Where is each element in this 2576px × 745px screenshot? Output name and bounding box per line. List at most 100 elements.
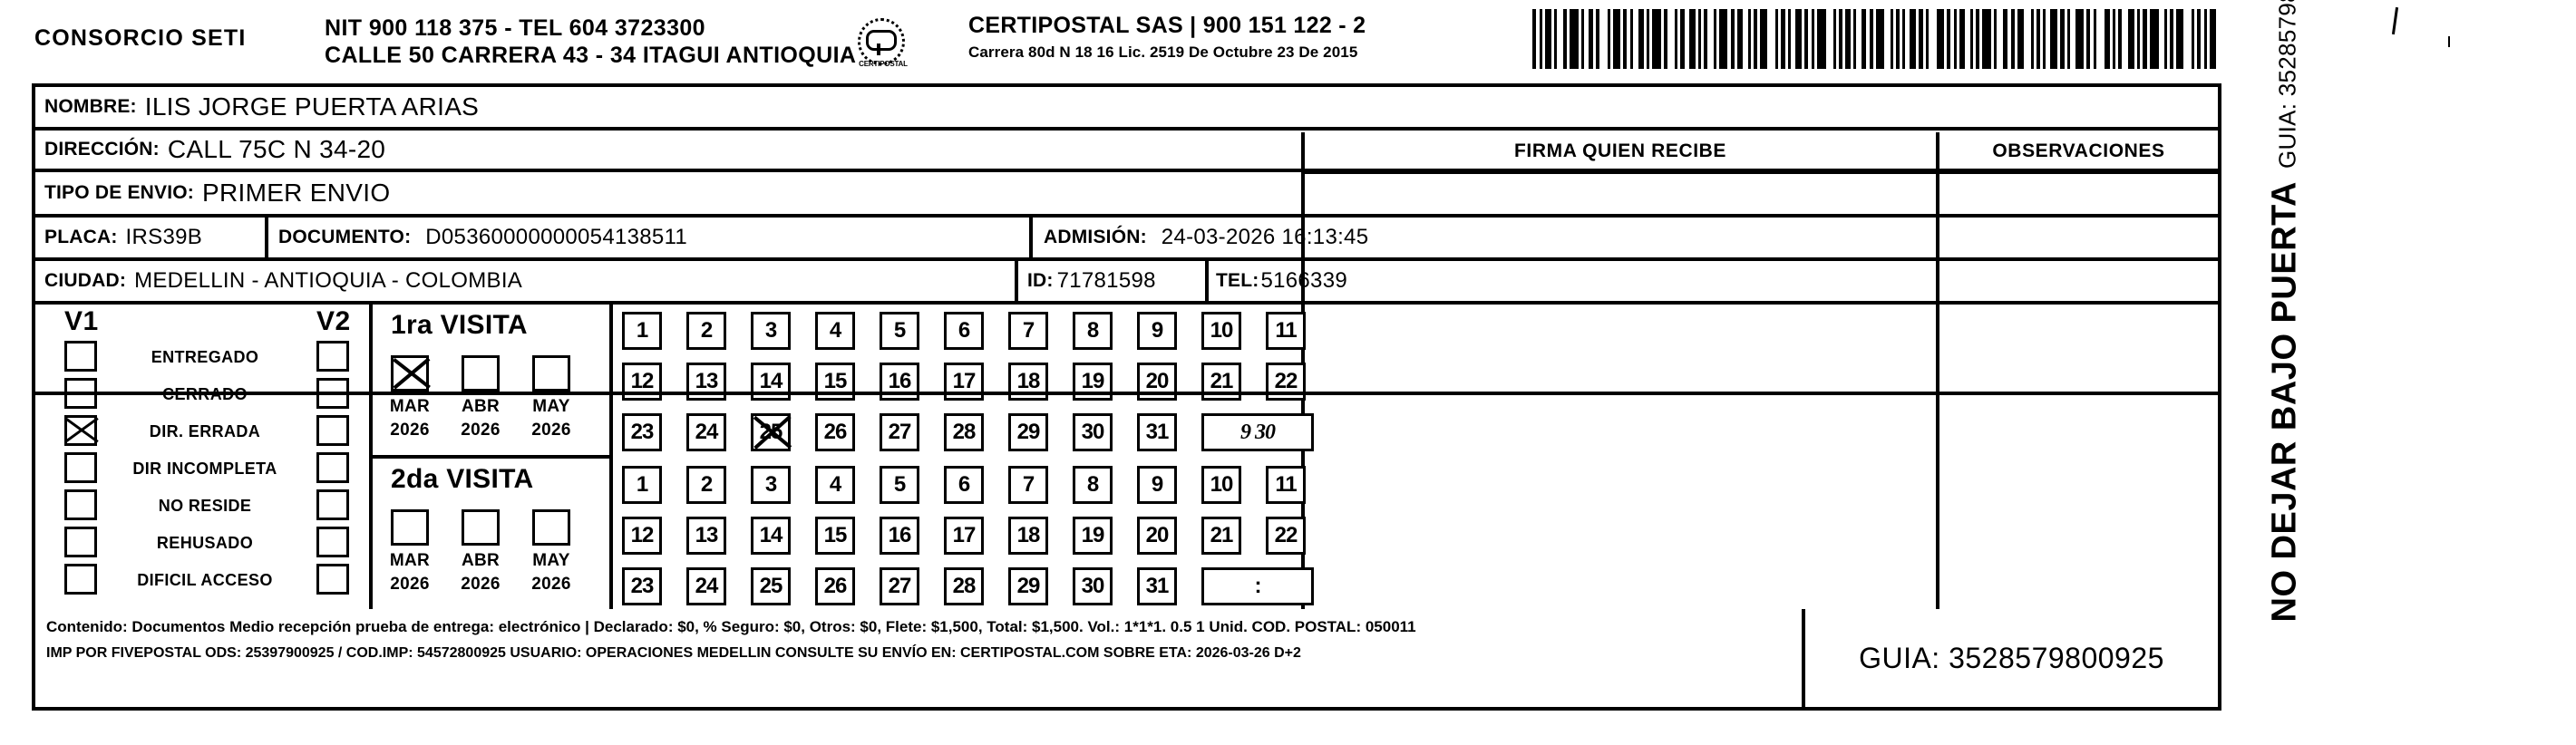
status-checkbox-v1[interactable] [64, 452, 97, 483]
month-checkbox[interactable] [532, 355, 570, 392]
status-checkbox-v1[interactable] [64, 341, 97, 372]
day-checkbox[interactable]: 6 [944, 466, 984, 504]
visit-time-value: : [1254, 574, 1262, 598]
day-checkbox[interactable]: 5 [880, 466, 919, 504]
certipostal-name: CERTIPOSTAL SAS | 900 151 122 - 2 [968, 13, 1366, 38]
day-checkbox[interactable]: 17 [944, 517, 984, 555]
day-checkbox[interactable]: 3 [751, 312, 791, 350]
day-number: 28 [952, 574, 977, 598]
day-checkbox[interactable]: 9 [1137, 312, 1177, 350]
day-checkbox[interactable]: 6 [944, 312, 984, 350]
day-checkbox[interactable]: 24 [686, 567, 726, 605]
day-checkbox[interactable]: 29 [1008, 567, 1048, 605]
day-checkbox[interactable]: 24 [686, 413, 726, 451]
day-checkbox[interactable]: 28 [944, 413, 984, 451]
barcode-bar [1689, 9, 1696, 69]
day-number: 17 [952, 369, 977, 393]
day-checkbox[interactable]: 31 [1137, 413, 1177, 451]
status-checkbox-v2[interactable] [316, 489, 349, 520]
day-number: 18 [1016, 369, 1041, 393]
certipostal-logo-icon: CERTIPOSTAL [851, 16, 916, 73]
barcode-bar [1581, 9, 1584, 69]
month-name: MAY [532, 397, 570, 416]
status-checkbox-v1[interactable] [64, 564, 97, 595]
month-checkbox[interactable] [462, 509, 500, 546]
visit-block: 2da VISITA MAR 2026 ABR 2026 MAY 2026 [373, 459, 609, 609]
day-checkbox[interactable]: 16 [880, 517, 919, 555]
v2-column-title: V2 [316, 306, 351, 336]
day-checkbox[interactable]: 28 [944, 567, 984, 605]
day-checkbox[interactable]: 8 [1073, 312, 1113, 350]
day-checkbox[interactable]: 13 [686, 517, 726, 555]
day-checkbox[interactable]: 15 [815, 517, 855, 555]
day-checkbox[interactable]: 4 [815, 466, 855, 504]
day-checkbox[interactable]: 20 [1137, 517, 1177, 555]
day-checkbox[interactable]: 7 [1008, 466, 1048, 504]
day-checkbox[interactable]: 1 [622, 312, 662, 350]
day-checkbox[interactable]: 3 [751, 466, 791, 504]
status-checkbox-v1[interactable] [64, 489, 97, 520]
status-checkbox-v2[interactable] [316, 452, 349, 483]
day-checkbox[interactable]: 23 [622, 567, 662, 605]
field-row-ciudad: CIUDAD: MEDELLIN - ANTIOQUIA - COLOMBIA … [35, 261, 2218, 305]
day-checkbox[interactable]: 5 [880, 312, 919, 350]
day-checkbox[interactable]: 29 [1008, 413, 1048, 451]
visit-time-box[interactable]: : [1201, 567, 1314, 605]
day-checkbox[interactable]: 10 [1201, 312, 1241, 350]
day-checkbox[interactable]: 30 [1073, 413, 1113, 451]
day-checkbox[interactable]: 14 [751, 517, 791, 555]
day-checkbox[interactable]: 19 [1073, 517, 1113, 555]
day-checkbox[interactable]: 25 [751, 567, 791, 605]
status-checkbox-v2[interactable] [316, 527, 349, 557]
barcode-bar [1630, 9, 1633, 69]
day-checkbox[interactable]: 12 [622, 517, 662, 555]
day-checkbox[interactable]: 9 [1137, 466, 1177, 504]
day-checkbox[interactable]: 11 [1266, 466, 1306, 504]
observaciones-header: OBSERVACIONES [1936, 132, 2218, 174]
barcode-bar [1596, 9, 1599, 69]
direccion-label: DIRECCIÓN: [44, 139, 160, 160]
barcode-bar [1896, 9, 1900, 69]
status-checkbox-v2[interactable] [316, 415, 349, 446]
barcode-bar [1781, 9, 1785, 69]
day-checkbox[interactable]: 18 [1008, 517, 1048, 555]
day-checkbox[interactable]: 30 [1073, 567, 1113, 605]
day-checkbox[interactable]: 2 [686, 466, 726, 504]
day-checkbox[interactable]: 31 [1137, 567, 1177, 605]
day-number: 16 [888, 369, 912, 393]
barcode-bar [1954, 9, 1957, 69]
day-checkbox[interactable]: 10 [1201, 466, 1241, 504]
day-checkbox[interactable]: 23 [622, 413, 662, 451]
day-x-mark [751, 413, 791, 451]
day-checkbox[interactable]: 27 [880, 413, 919, 451]
status-checkbox-v2[interactable] [316, 341, 349, 372]
day-checkbox[interactable]: 27 [880, 567, 919, 605]
consorcio-name: CONSORCIO SETI [34, 25, 247, 51]
day-checkbox[interactable]: 11 [1266, 312, 1306, 350]
month-checkbox[interactable] [532, 509, 570, 546]
day-checkbox[interactable]: 1 [622, 466, 662, 504]
day-checkbox[interactable]: 8 [1073, 466, 1113, 504]
barcode-bar [1664, 9, 1667, 69]
day-number: 22 [1274, 523, 1298, 547]
no-dejar-bajo-puerta-text: NO DEJAR BAJO PUERTA [2265, 181, 2304, 623]
day-checkbox[interactable]: 26 [815, 413, 855, 451]
day-checkbox[interactable]: 26 [815, 567, 855, 605]
barcode-bar [1698, 9, 1701, 69]
day-checkbox[interactable]: 21 [1201, 517, 1241, 555]
status-checkbox-v2[interactable] [316, 564, 349, 595]
barcode-bar [1947, 9, 1950, 69]
day-checkbox[interactable]: 22 [1266, 517, 1306, 555]
logo-stem [877, 44, 880, 55]
stray-mark [2391, 6, 2399, 35]
day-checkbox[interactable]: 2 [686, 312, 726, 350]
consorcio-address-line: CALLE 50 CARRERA 43 - 34 ITAGUI ANTIOQUI… [325, 43, 857, 68]
month-checkbox[interactable] [391, 509, 429, 546]
visit-time-box[interactable]: 9 30 [1201, 413, 1314, 451]
barcode-bar [2067, 9, 2070, 69]
day-checkbox[interactable]: 7 [1008, 312, 1048, 350]
day-checkbox[interactable]: 4 [815, 312, 855, 350]
barcode-bar [2150, 9, 2159, 69]
month-checkbox[interactable] [462, 355, 500, 392]
status-checkbox-v1[interactable] [64, 527, 97, 557]
